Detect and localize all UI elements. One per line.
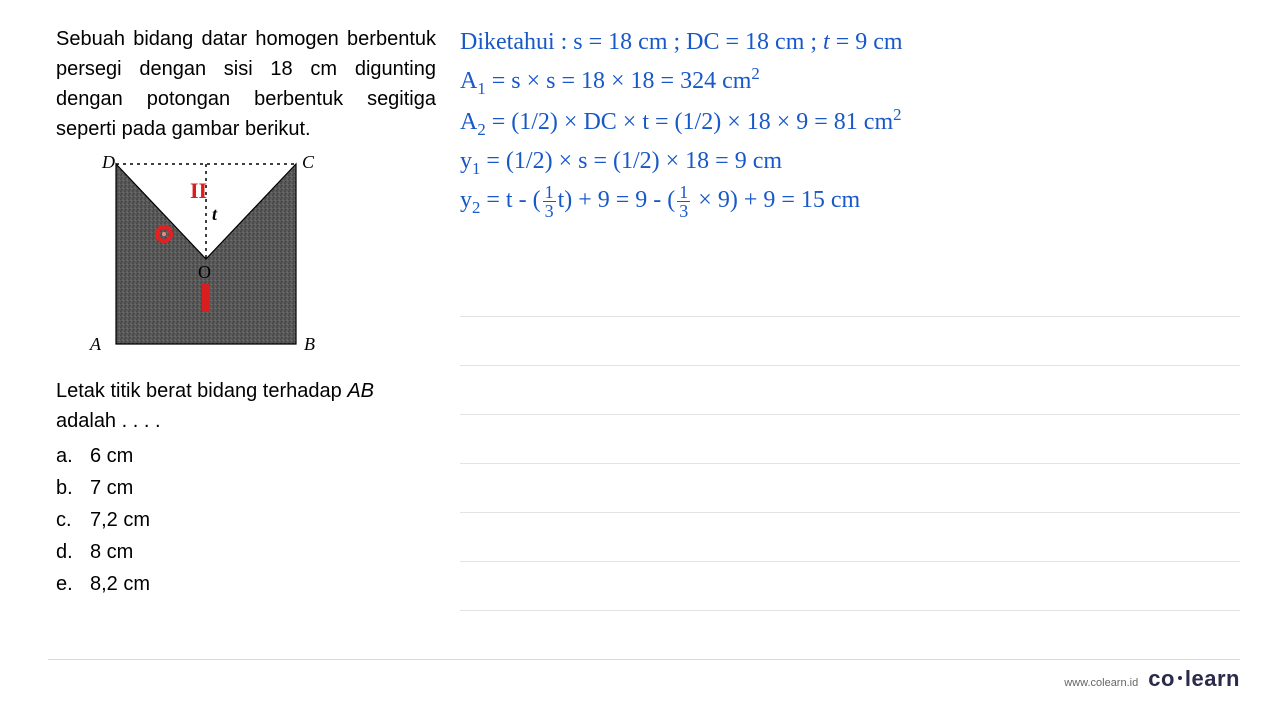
bottom-rule [48,659,1240,660]
label-C: C [302,152,314,173]
option-b: b.7 cm [56,472,436,504]
footer-url: www.colearn.id [1064,677,1138,689]
problem-text: Sebuah bidang datar homogen berbentuk pe… [56,24,436,144]
footer: www.colearn.id colearn [1064,666,1240,692]
solution-line-2: A1 = s × s = 18 × 18 = 324 cm2 [460,61,1248,102]
options-list: a.6 cm b.7 cm c.7,2 cm d.8 cm e.8,2 cm [56,440,436,600]
question-inner: Letak titik berat bidang terhadap AB ada… [56,380,374,432]
diagram: D C A B O t II [76,154,336,364]
label-B: B [304,334,315,355]
footer-brand: colearn [1148,666,1240,692]
solution-line-3: A2 = (1/2) × DC × t = (1/2) × 18 × 9 = 8… [460,102,1248,143]
label-A: A [90,334,101,355]
solution-line-5: y2 = t - (13t) + 9 = 9 - (13 × 9) + 9 = … [460,182,1248,221]
solution-line-1: Diketahui : s = 18 cm ; DC = 18 cm ; t =… [460,24,1248,61]
option-e: e.8,2 cm [56,568,436,600]
solution-block: Diketahui : s = 18 cm ; DC = 18 cm ; t =… [460,24,1248,221]
label-t: t [212,204,217,225]
mark-roman-2: II [190,178,207,204]
solution-line-4: y1 = (1/2) × s = (1/2) × 18 = 9 cm [460,143,1248,182]
option-a: a.6 cm [56,440,436,472]
label-D: D [102,152,115,173]
label-O: O [198,262,211,283]
option-d: d.8 cm [56,536,436,568]
option-c: c.7,2 cm [56,504,436,536]
question-text: Letak titik berat bidang terhadap AB ada… [56,376,436,436]
